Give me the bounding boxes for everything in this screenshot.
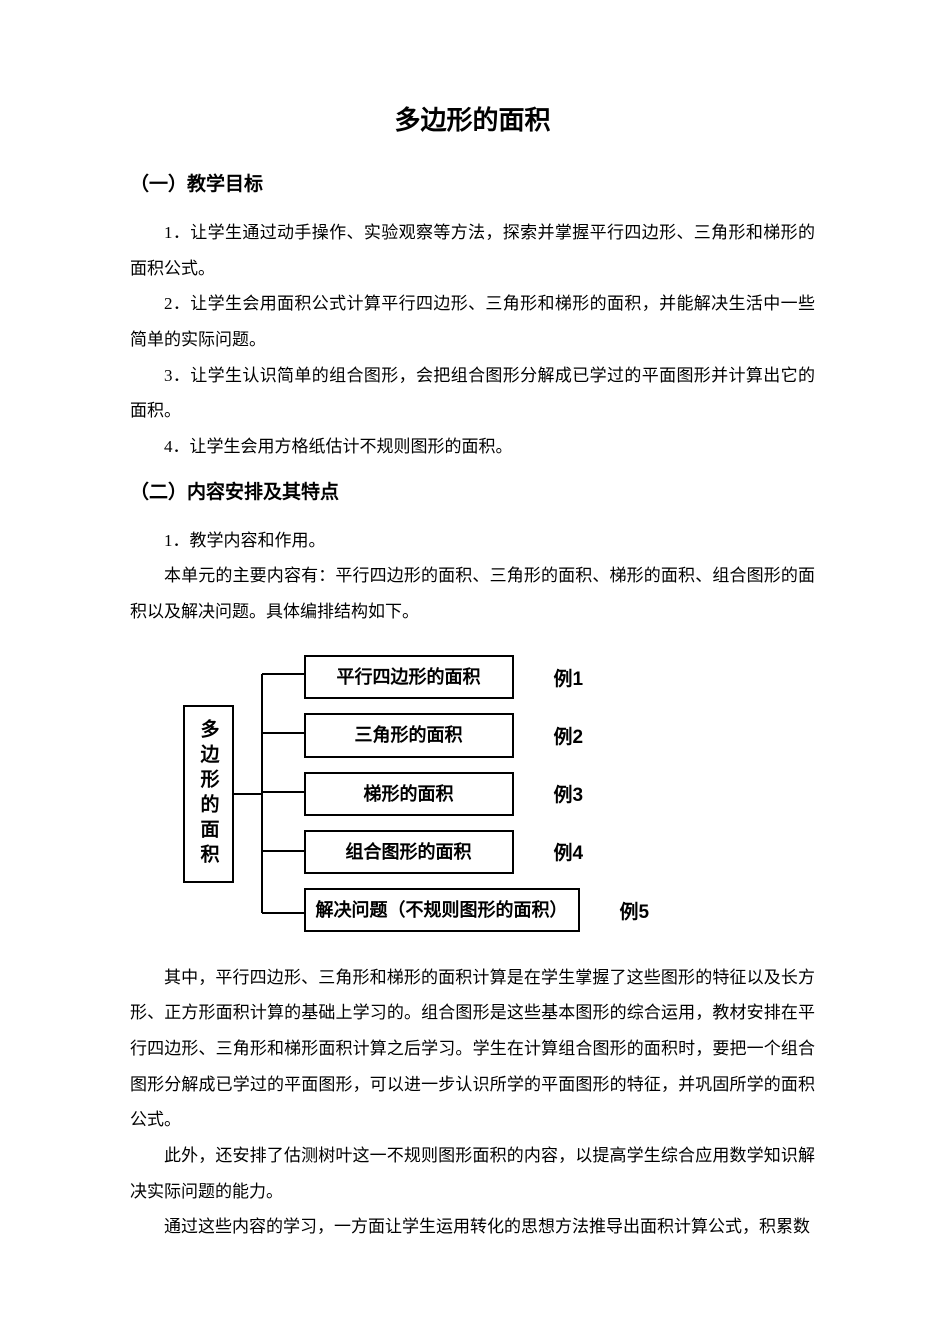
section-2-after-2: 此外，还安排了估测树叶这一不规则图形面积的内容，以提高学生综合应用数学知识解决实… [130,1138,815,1209]
document-page: 多边形的面积 （一）教学目标 1．让学生通过动手操作、实验观察等方法，探索并掌握… [0,0,945,1337]
section-2-heading: （二）内容安排及其特点 [130,473,815,513]
diagram-example-2: 例2 [554,722,584,749]
section-2-lead-2: 本单元的主要内容有：平行四边形的面积、三角形的面积、梯形的面积、组合图形的面积以… [130,558,815,629]
diagram-row-4: 组合图形的面积 例4 [304,830,650,874]
diagram-row-5: 解决问题（不规则图形的面积） 例5 [304,888,650,932]
diagram-example-3: 例3 [554,780,584,807]
diagram-connector-icon [234,650,304,938]
diagram-box-2: 三角形的面积 [304,713,514,757]
objective-item-1: 1．让学生通过动手操作、实验观察等方法，探索并掌握平行四边形、三角形和梯形的面积… [130,215,815,286]
diagram-item-list: 平行四边形的面积 例1 三角形的面积 例2 梯形的面积 例3 组合图形的面积 例… [304,655,650,932]
diagram-row-2: 三角形的面积 例2 [304,713,650,757]
section-2-after-1: 其中，平行四边形、三角形和梯形的面积计算是在学生掌握了这些图形的特征以及长方形、… [130,960,815,1138]
diagram-row-1: 平行四边形的面积 例1 [304,655,650,699]
diagram-example-5: 例5 [620,897,650,924]
section-1-heading: （一）教学目标 [130,165,815,205]
diagram-row-3: 梯形的面积 例3 [304,772,650,816]
diagram-box-1: 平行四边形的面积 [304,655,514,699]
section-2-lead-1: 1．教学内容和作用。 [130,523,815,559]
diagram-box-5: 解决问题（不规则图形的面积） [304,888,580,932]
diagram-box-4: 组合图形的面积 [304,830,514,874]
diagram-box-3: 梯形的面积 [304,772,514,816]
section-2-after-3: 通过这些内容的学习，一方面让学生运用转化的思想方法推导出面积计算公式，积累数 [130,1209,815,1245]
diagram-example-1: 例1 [554,664,584,691]
objective-item-3: 3．让学生认识简单的组合图形，会把组合图形分解成已学过的平面图形并计算出它的面积… [130,358,815,429]
objective-item-2: 2．让学生会用面积公式计算平行四边形、三角形和梯形的面积，并能解决生活中一些简单… [130,286,815,357]
diagram-root-node: 多边形的面积 [183,705,234,883]
diagram-example-4: 例4 [554,838,584,865]
structure-diagram: 多边形的面积 平行四边形的面积 例1 三角形的面积 例2 梯形的面积 例3 组合… [183,650,763,938]
document-title: 多边形的面积 [130,100,815,137]
objective-item-4: 4．让学生会用方格纸估计不规则图形的面积。 [130,429,815,465]
